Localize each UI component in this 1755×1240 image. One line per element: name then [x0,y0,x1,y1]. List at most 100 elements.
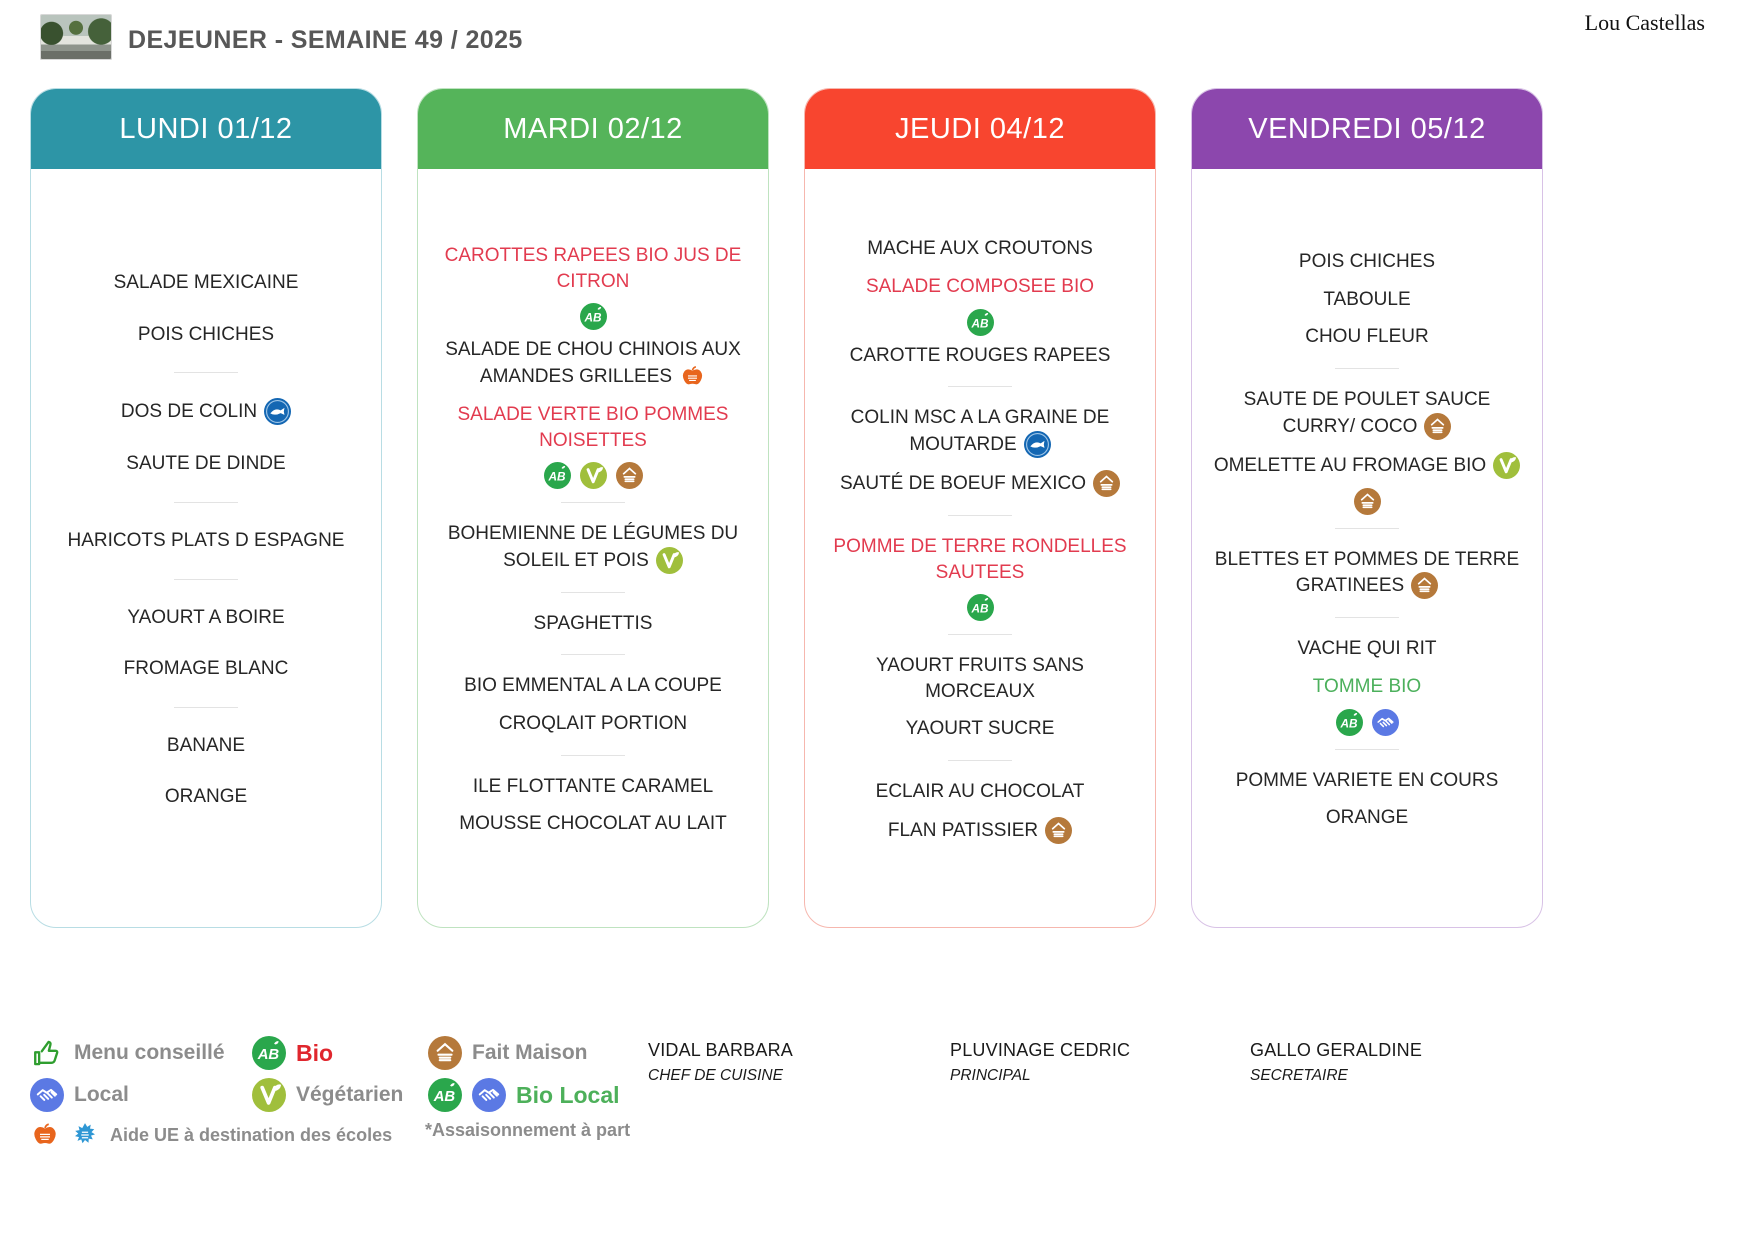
legend-vegetarien: Végétarien [252,1078,403,1112]
menu-item-label: BOHEMIENNE DE LÉGUMES DU SOLEIL ET POIS [447,523,739,571]
menu-item-label: YAOURT A BOIRE [127,606,285,628]
menu-item: TOMME BIO [1208,674,1526,700]
legend-menu-conseille-label: Menu conseillé [74,1041,225,1064]
fait-maison-icon [428,1036,462,1070]
legend-aide-ue: Aide UE à destination des écoles [30,1120,392,1150]
menu-item-icons [1208,487,1526,515]
legend-bio-label: Bio [296,1039,334,1066]
menu-item-label: CROQLAIT PORTION [498,713,688,735]
bio-icon: AB [966,594,994,622]
menu-item: CAROTTES RAPEES BIO JUS DE CITRON [434,243,752,294]
legend-bio-local-label: Bio Local [516,1081,620,1108]
day-card-body: CAROTTES RAPEES BIO JUS DE CITRON AB SALAD… [418,169,768,927]
menu-item: OMELETTE AU FROMAGE BIO [1208,451,1526,479]
menu-item: BLETTES ET POMMES DE TERRE GRATINEES [1208,547,1526,600]
course-divider [1335,617,1399,619]
menu-item: SALADE VERTE BIO POMMES NOISETTES [434,402,752,453]
staff-principal: PLUVINAGE CEDRIC PRINCIPAL [950,1040,1130,1085]
course-divider [561,754,625,756]
menu-item-label: ORANGE [164,786,248,808]
menu-item-label: DOS DE COLIN [120,401,258,423]
menu-item-label: POIS CHICHES [1298,251,1436,273]
vegetarien-icon [579,462,607,490]
menu-item-label: ECLAIR AU CHOCOLAT [875,781,1085,803]
bio-icon: AB [579,303,607,331]
menu-item: SALADE DE CHOU CHINOIS AUX AMANDES GRILL… [434,337,752,390]
day-card-header: LUNDI 01/12 [31,89,381,169]
course-divider [1335,748,1399,750]
svg-text:AB: AB [970,602,989,616]
menu-item: MACHE AUX CROUTONS [821,236,1139,262]
menu-item: SALADE MEXICAINE [47,270,365,296]
menu-item-label: MACHE AUX CROUTONS [867,238,1093,260]
fait-maison-icon [615,462,643,490]
menu-item: BIO EMMENTAL A LA COUPE [434,673,752,699]
vegetarien-icon [1493,451,1521,479]
local-icon [30,1078,64,1112]
menu-item: SALADE COMPOSEE BIO [821,274,1139,300]
svg-text:AB: AB [433,1089,456,1105]
legend-fait-maison-label: Fait Maison [472,1041,588,1064]
menu-item: BOHEMIENNE DE LÉGUMES DU SOLEIL ET POIS [434,521,752,574]
staff-name: GALLO GERALDINE [1250,1040,1423,1060]
staff-chef: VIDAL BARBARA CHEF DE CUISINE [648,1040,793,1085]
ue-milk-icon [70,1120,100,1150]
course-divider [174,501,238,503]
fait-maison-icon [1424,412,1452,440]
day-card-body: SALADE MEXICAINE POIS CHICHES DOS DE COLIN… [31,169,381,927]
local-icon [1371,708,1399,736]
course-divider [174,578,238,580]
menu-item-label: YAOURT FRUITS SANS MORCEAUX [876,655,1084,702]
menu-item-label: SALADE VERTE BIO POMMES NOISETTES [457,403,729,451]
day-card: MARDI 02/12 CAROTTES RAPEES BIO JUS DE CI… [417,88,769,928]
menu-item-label: CHOU FLEUR [1305,326,1429,348]
menu-item-label: POIS CHICHES [137,323,275,345]
staff-name: VIDAL BARBARA [648,1040,793,1060]
menu-item-label: CAROTTES RAPEES BIO JUS DE CITRON [444,244,742,292]
menu-item-label: FROMAGE BLANC [123,658,289,680]
course-divider [561,654,625,656]
menu-item-label: COLIN MSC A LA GRAINE DE MOUTARDE [850,407,1110,455]
menu-item: HARICOTS PLATS D ESPAGNE [47,528,365,554]
menu-item-label: SAUTE DE POULET SAUCE CURRY/ COCO [1243,389,1491,437]
menu-item-label: MOUSSE CHOCOLAT AU LAIT [459,813,727,835]
svg-text:AB: AB [970,316,989,330]
menu-item: POIS CHICHES [1208,249,1526,275]
menu-item: TABOULE [1208,287,1526,313]
fait-maison-icon [1353,487,1381,515]
site-name: Lou Castellas [1584,10,1705,35]
legend-footnote: *Assaisonnement à part [425,1120,630,1141]
course-divider [1335,527,1399,529]
staff-secretaire: GALLO GERALDINE SECRETAIRE [1250,1040,1422,1085]
legend-footer: Menu conseillé AB Bio Fait Maison Local … [0,1032,1755,1202]
menu-item: YAOURT A BOIRE [47,605,365,631]
menu-item-label: SALADE MEXICAINE [113,271,299,293]
menu-item: MOUSSE CHOCOLAT AU LAIT [434,811,752,837]
menu-item: SAUTE DE POULET SAUCE CURRY/ COCO [1208,387,1526,440]
course-divider [174,706,238,708]
day-card-header: VENDREDI 05/12 [1192,89,1542,169]
menu-item: FROMAGE BLANC [47,656,365,682]
fait-maison-icon [1092,469,1120,497]
day-card-body: MACHE AUX CROUTONS SALADE COMPOSEE BIO AB C… [805,169,1155,927]
menu-item-label: BLETTES ET POMMES DE TERRE GRATINEES [1214,548,1520,597]
menu-item-label: ORANGE [1325,807,1409,829]
menu-board: LUNDI 01/12 SALADE MEXICAINE POIS CHICHES D… [30,88,1543,928]
day-card: VENDREDI 05/12 POIS CHICHES TABOULE CHOU FL… [1191,88,1543,928]
menu-item-label: BANANE [166,734,246,756]
menu-item: CHOU FLEUR [1208,324,1526,350]
course-divider [174,372,238,374]
menu-item: SAUTÉ DE BOEUF MEXICO [821,469,1139,497]
menu-item-label: CAROTTE ROUGES RAPEES [849,344,1111,366]
course-divider [948,634,1012,636]
msc-icon [1023,430,1051,458]
legend-bio: AB Bio [252,1036,333,1070]
menu-item-label: YAOURT SUCRE [905,718,1055,740]
menu-item-label: SAUTE DE DINDE [126,453,286,475]
menu-item: YAOURT SUCRE [821,716,1139,742]
menu-item-label: BIO EMMENTAL A LA COUPE [464,675,722,697]
menu-item-label: OMELETTE AU FROMAGE BIO [1213,454,1487,476]
day-card-body: POIS CHICHES TABOULE CHOU FLEUR SAUTE DE PO… [1192,169,1542,927]
menu-item-label: POMME VARIETE EN COURS [1235,769,1499,791]
